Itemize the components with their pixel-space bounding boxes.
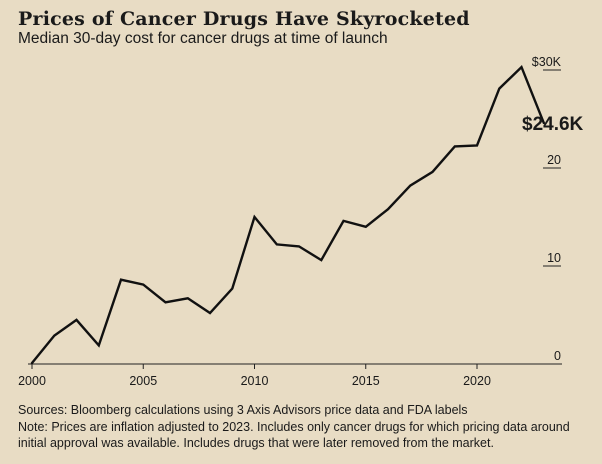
x-tick-label: 2010 (241, 374, 269, 388)
chart-subtitle: Median 30-day cost for cancer drugs at t… (18, 30, 388, 47)
y-tick-label: 0 (554, 349, 561, 363)
x-tick-label: 2000 (18, 374, 46, 388)
end-value-label: $24.6K (522, 114, 584, 135)
series-line (30, 64, 545, 365)
y-tick-label: 10 (547, 251, 561, 265)
y-tick-label: $30K (532, 55, 562, 69)
y-tick-label: 20 (547, 153, 561, 167)
x-tick-label: 2020 (463, 374, 491, 388)
source-note: Sources: Bloomberg calculations using 3 … (18, 403, 468, 417)
footnote: Note: Prices are inflation adjusted to 2… (18, 420, 570, 450)
x-tick-label: 2015 (352, 374, 380, 388)
x-tick-label: 2005 (129, 374, 157, 388)
chart-title: Prices of Cancer Drugs Have Skyrocketed (18, 8, 470, 30)
line-chart: 2000 2005 2010 2015 2020 0 10 20 $30K $24.6K (18, 55, 584, 388)
